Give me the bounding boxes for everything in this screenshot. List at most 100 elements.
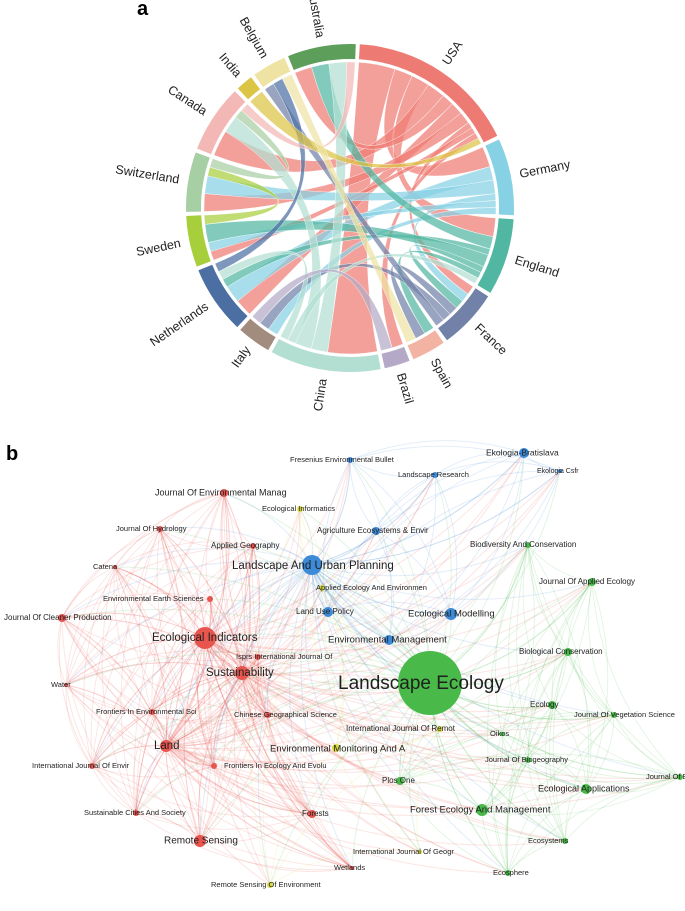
network-edge <box>248 545 313 815</box>
network-edge <box>165 545 254 747</box>
node-environmental-monitoring-and-a[interactable] <box>332 744 340 752</box>
network-edge <box>527 544 589 790</box>
node-ekologia-bratislava[interactable] <box>519 448 529 458</box>
node-forest-ecology-and-management[interactable] <box>476 804 488 816</box>
chord-ribbon-england-australia <box>311 63 494 250</box>
node-forests[interactable] <box>308 810 316 818</box>
network-edge <box>501 651 569 735</box>
node-sustainable-cities-and-society[interactable] <box>133 810 139 816</box>
network-edge <box>165 672 243 747</box>
node-ecological-modelling[interactable] <box>445 608 457 620</box>
network-edge <box>61 545 254 619</box>
network-edge <box>114 566 269 716</box>
node-plos-one[interactable] <box>396 777 404 785</box>
node-international-journal-of-geogr[interactable] <box>418 850 422 854</box>
node-journal-of-biogeography[interactable] <box>525 757 531 763</box>
node-frontiers-in-ecology-and-evolu[interactable] <box>211 763 217 769</box>
node-label-water: Water <box>51 680 71 689</box>
network-edge <box>450 470 561 615</box>
node-journal-of-cleaner-production[interactable] <box>58 614 66 622</box>
node-isprs-international-journal-of[interactable] <box>255 654 261 660</box>
node-landscape-research[interactable] <box>432 472 438 478</box>
node-landscape-and-urban-planning[interactable] <box>302 555 322 575</box>
node-international-journal-of-remot[interactable] <box>437 726 443 732</box>
node-label-remote-sensing: Remote Sensing <box>164 836 238 847</box>
network-edge <box>244 545 259 658</box>
network-edge <box>193 492 225 767</box>
network-edge <box>304 564 337 749</box>
node-ekologia-csfr[interactable] <box>558 469 562 473</box>
node-wetlands[interactable] <box>350 866 354 870</box>
network-edge <box>209 564 313 600</box>
network-edge <box>564 776 681 842</box>
node-ecological-applications[interactable] <box>581 784 591 794</box>
node-sustainability[interactable] <box>235 666 249 680</box>
network-edge <box>399 581 593 782</box>
network-edge <box>249 508 301 886</box>
network-edge <box>61 612 206 639</box>
node-journal-of-ecology[interactable] <box>677 774 683 780</box>
node-label-ecosphere: Ecosphere <box>493 868 529 877</box>
node-agriculture-ecosystems-envir[interactable] <box>372 527 380 535</box>
network-edge <box>204 545 254 639</box>
node-journal-of-vegetation-science[interactable] <box>611 712 617 718</box>
network-edge <box>151 656 259 713</box>
node-water[interactable] <box>64 683 68 687</box>
node-fresenius-environmental-bullet[interactable] <box>347 457 353 463</box>
network-edge <box>165 452 525 747</box>
network-edge <box>65 662 243 686</box>
network-edge <box>516 544 566 842</box>
network-edge <box>114 547 313 568</box>
network-edge <box>311 459 351 566</box>
node-biodiversity-and-conservation[interactable] <box>525 542 531 548</box>
node-remote-sensing-of-environment[interactable] <box>267 882 273 888</box>
network-edge <box>114 566 168 747</box>
network-edge <box>165 656 259 747</box>
node-ecological-informatics[interactable] <box>297 506 303 512</box>
network-edge <box>165 637 206 747</box>
network-edge <box>199 598 228 842</box>
network-edge <box>507 788 587 874</box>
node-landscape-ecology[interactable] <box>398 651 462 715</box>
node-label-biological-conservation: Biological Conservation <box>519 647 603 656</box>
network-edge <box>204 564 313 639</box>
node-chinese-geographical-science[interactable] <box>265 712 271 718</box>
node-ecology[interactable] <box>548 701 556 709</box>
node-environmental-earth-sciences[interactable] <box>207 596 213 602</box>
chord-ribbon-china-england <box>287 253 479 344</box>
network-edge <box>91 637 206 767</box>
network-edge <box>159 528 211 600</box>
node-journal-of-environmental-manag[interactable] <box>220 489 228 497</box>
node-journal-of-hydrology[interactable] <box>157 526 163 532</box>
network-edge <box>165 564 313 747</box>
node-remote-sensing[interactable] <box>194 835 206 847</box>
network-edge <box>527 544 569 653</box>
node-journal-of-applied-ecology[interactable] <box>588 578 596 586</box>
network-edge <box>209 545 254 600</box>
network-edge <box>91 637 206 767</box>
node-environmental-management[interactable] <box>384 635 394 645</box>
node-land-use-policy[interactable] <box>323 607 333 617</box>
network-edge <box>241 672 587 790</box>
node-frontiers-in-environmental-sci[interactable] <box>149 709 155 715</box>
node-biological-conservation[interactable] <box>564 648 572 656</box>
node-catena[interactable] <box>113 565 117 569</box>
network-edge <box>65 598 211 686</box>
node-applied-ecology-and-environmen[interactable] <box>319 585 325 591</box>
node-ecological-indicators[interactable] <box>194 627 216 649</box>
node-ecosphere[interactable] <box>505 870 511 876</box>
node-applied-geography[interactable] <box>250 543 256 549</box>
network-edge <box>135 812 353 871</box>
network-edge <box>349 459 393 641</box>
network-edge <box>251 545 353 869</box>
network-edge <box>311 564 452 615</box>
network-edge <box>311 564 390 641</box>
node-ecosystems[interactable] <box>562 838 568 844</box>
network-edge <box>91 492 225 767</box>
network-edge <box>399 780 566 842</box>
node-international-journal-of-envir[interactable] <box>89 763 95 769</box>
node-land[interactable] <box>160 740 172 752</box>
node-oikos[interactable] <box>500 732 504 736</box>
network-edge <box>65 684 201 842</box>
